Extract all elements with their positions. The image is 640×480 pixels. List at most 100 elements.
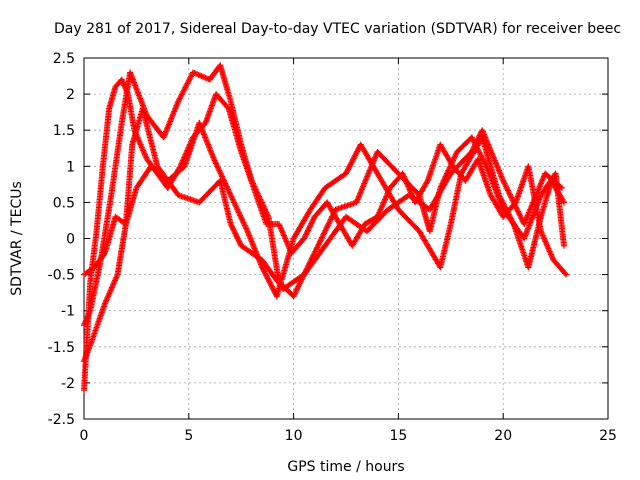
x-tick-label: 5: [184, 428, 193, 444]
data-point: [477, 152, 484, 159]
data-point: [232, 230, 239, 237]
data-point: [315, 241, 322, 248]
data-point: [502, 183, 509, 190]
data-point: [468, 134, 475, 141]
data-point: [268, 283, 275, 290]
data-point: [263, 272, 270, 279]
data-point: [515, 209, 522, 216]
x-tick-label: 25: [599, 428, 617, 444]
data-point: [301, 234, 308, 241]
data-point: [505, 188, 512, 195]
data-point: [318, 234, 325, 241]
data-point: [514, 207, 521, 214]
data-point: [308, 255, 315, 262]
data-point: [504, 186, 511, 193]
x-axis-label: GPS time / hours: [287, 459, 404, 475]
data-point: [509, 219, 516, 226]
data-point: [176, 95, 183, 102]
data-point: [303, 231, 310, 238]
data-point: [266, 279, 273, 286]
data-point: [228, 222, 235, 229]
data-point: [307, 221, 314, 228]
data-marks: [81, 62, 570, 394]
data-point: [195, 71, 202, 78]
data-point: [354, 148, 361, 155]
data-point: [476, 149, 483, 156]
data-point: [507, 214, 514, 221]
grid-layer: [84, 58, 608, 419]
data-point: [324, 223, 331, 230]
data-point: [560, 242, 567, 249]
data-point: [508, 194, 515, 201]
data-point: [506, 212, 513, 219]
tick-layer: 0 5 10 15 20 25 -2.5 -2 -1.5 -1 -0.5 0 0.5 1 1.5 2 2.5: [48, 51, 617, 444]
data-point: [517, 212, 524, 219]
y-tick-label: -1.5: [48, 340, 75, 356]
data-point: [300, 273, 307, 280]
data-point: [185, 79, 192, 86]
data-point: [192, 70, 199, 77]
data-point: [500, 201, 507, 208]
data-point: [300, 272, 307, 279]
data-point: [264, 275, 271, 282]
data-point: [327, 217, 334, 224]
data-point: [290, 293, 297, 300]
data-point: [496, 192, 503, 199]
data-point: [183, 81, 190, 88]
data-point: [478, 153, 485, 160]
data-point: [183, 83, 190, 90]
data-point: [310, 216, 317, 223]
data-point: [502, 181, 509, 188]
data-point: [323, 226, 330, 233]
data-point: [560, 199, 567, 206]
data-point: [504, 187, 511, 194]
data-point: [516, 211, 523, 218]
data-point: [354, 147, 361, 154]
data-point: [343, 170, 349, 177]
data-point: [347, 162, 354, 169]
data-point: [184, 80, 191, 87]
data-point: [233, 233, 240, 240]
data-point: [291, 291, 298, 298]
data-point: [479, 155, 486, 162]
x-tick-label: 10: [285, 428, 303, 444]
data-point: [306, 261, 313, 268]
data-point: [352, 151, 359, 158]
data-point: [501, 203, 508, 210]
x-tick-label: 20: [494, 428, 512, 444]
data-point: [198, 73, 205, 80]
data-point: [470, 138, 477, 145]
data-point: [305, 262, 312, 269]
data-point: [180, 87, 187, 94]
y-tick-label: 0: [66, 232, 75, 248]
data-point: [563, 271, 570, 278]
data-point: [345, 165, 352, 172]
data-point: [506, 190, 513, 197]
y-tick-label: 1: [66, 159, 75, 175]
data-point: [562, 270, 569, 277]
plot-frame: [83, 57, 609, 420]
data-point: [327, 216, 334, 223]
data-point: [328, 215, 335, 222]
data-point: [201, 74, 208, 81]
data-point: [560, 198, 567, 205]
data-point: [498, 196, 505, 203]
data-point: [187, 74, 194, 81]
data-point: [181, 85, 188, 92]
data-point: [292, 289, 299, 296]
data-point: [304, 263, 311, 270]
data-point: [507, 193, 514, 200]
series-track-3: [81, 119, 567, 365]
data-point: [261, 268, 268, 275]
y-tick-label: 2: [66, 87, 75, 103]
data-point: [343, 169, 350, 176]
data-point: [325, 221, 332, 228]
y-tick-label: -1: [61, 304, 75, 320]
data-point: [350, 155, 357, 162]
series-track-2: [81, 62, 567, 329]
y-tick-label: -2: [61, 376, 75, 392]
data-point: [500, 179, 507, 186]
data-point: [469, 135, 476, 142]
data-point: [345, 166, 352, 173]
